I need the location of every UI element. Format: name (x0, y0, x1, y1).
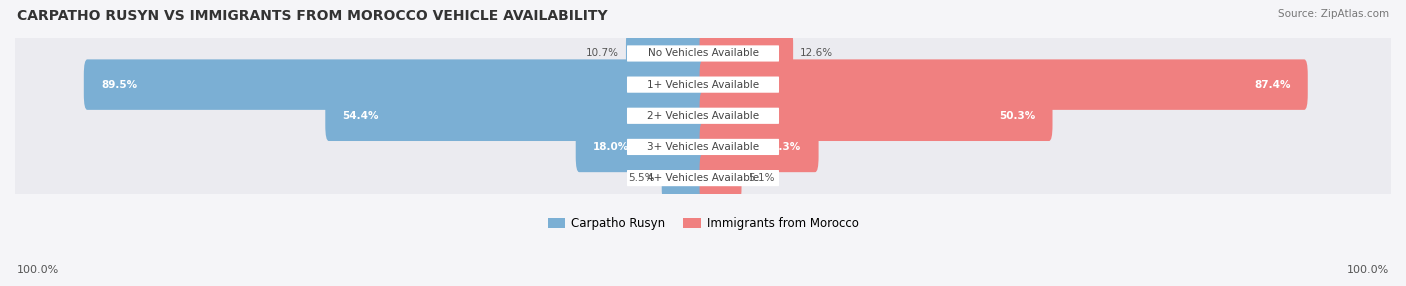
FancyBboxPatch shape (700, 153, 741, 203)
FancyBboxPatch shape (700, 28, 793, 79)
FancyBboxPatch shape (15, 131, 1391, 163)
FancyBboxPatch shape (627, 45, 779, 61)
FancyBboxPatch shape (627, 170, 779, 186)
Text: 12.6%: 12.6% (800, 48, 834, 58)
Text: 100.0%: 100.0% (1347, 265, 1389, 275)
FancyBboxPatch shape (700, 122, 818, 172)
FancyBboxPatch shape (15, 37, 1391, 69)
Text: 16.3%: 16.3% (765, 142, 801, 152)
Text: 5.5%: 5.5% (628, 173, 655, 183)
FancyBboxPatch shape (627, 77, 779, 93)
Text: No Vehicles Available: No Vehicles Available (648, 48, 758, 58)
FancyBboxPatch shape (700, 59, 1308, 110)
FancyBboxPatch shape (626, 28, 706, 79)
FancyBboxPatch shape (627, 108, 779, 124)
FancyBboxPatch shape (662, 153, 706, 203)
Text: 10.7%: 10.7% (586, 48, 619, 58)
Text: 89.5%: 89.5% (101, 80, 138, 90)
Legend: Carpatho Rusyn, Immigrants from Morocco: Carpatho Rusyn, Immigrants from Morocco (543, 212, 863, 235)
Text: 3+ Vehicles Available: 3+ Vehicles Available (647, 142, 759, 152)
FancyBboxPatch shape (15, 162, 1391, 194)
Text: CARPATHO RUSYN VS IMMIGRANTS FROM MOROCCO VEHICLE AVAILABILITY: CARPATHO RUSYN VS IMMIGRANTS FROM MOROCC… (17, 9, 607, 23)
FancyBboxPatch shape (84, 59, 706, 110)
FancyBboxPatch shape (15, 100, 1391, 132)
Text: 5.1%: 5.1% (748, 173, 775, 183)
Text: 100.0%: 100.0% (17, 265, 59, 275)
Text: 87.4%: 87.4% (1254, 80, 1291, 90)
Text: 18.0%: 18.0% (593, 142, 628, 152)
FancyBboxPatch shape (700, 91, 1053, 141)
FancyBboxPatch shape (325, 91, 706, 141)
FancyBboxPatch shape (15, 69, 1391, 100)
Text: 4+ Vehicles Available: 4+ Vehicles Available (647, 173, 759, 183)
Text: 1+ Vehicles Available: 1+ Vehicles Available (647, 80, 759, 90)
FancyBboxPatch shape (575, 122, 706, 172)
Text: Source: ZipAtlas.com: Source: ZipAtlas.com (1278, 9, 1389, 19)
Text: 50.3%: 50.3% (1000, 111, 1035, 121)
Text: 54.4%: 54.4% (343, 111, 380, 121)
Text: 2+ Vehicles Available: 2+ Vehicles Available (647, 111, 759, 121)
FancyBboxPatch shape (627, 139, 779, 155)
